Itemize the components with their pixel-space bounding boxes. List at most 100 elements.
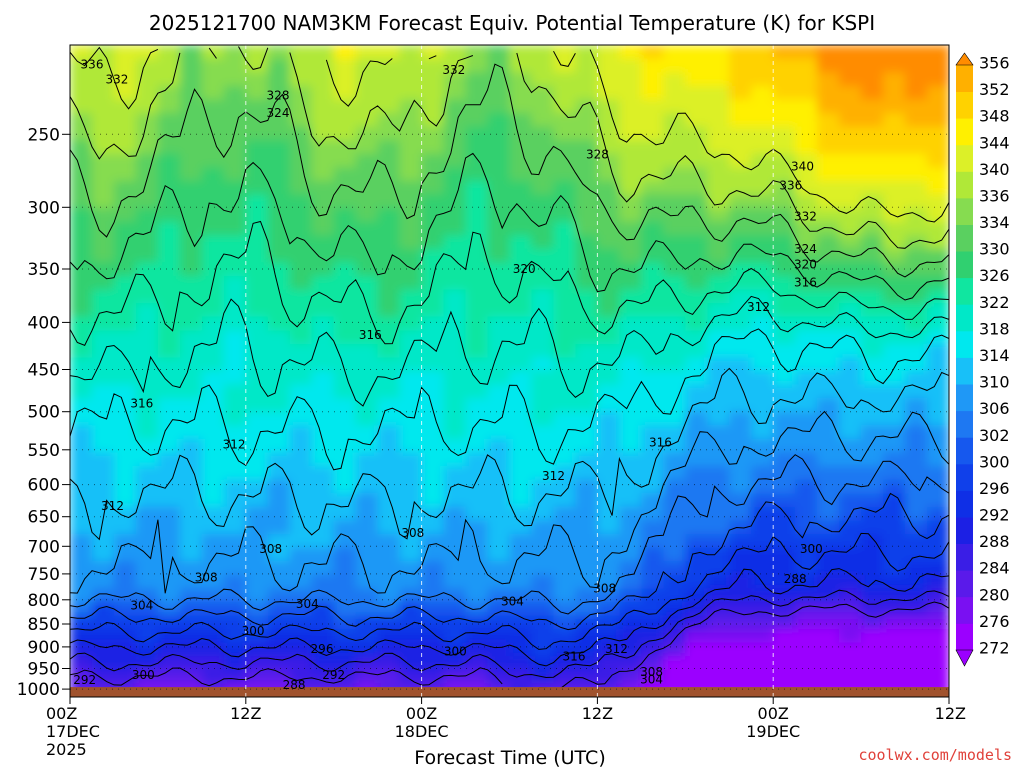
field-cell xyxy=(575,371,598,386)
field-cell xyxy=(377,438,401,454)
field-cell xyxy=(905,275,928,291)
field-cell xyxy=(883,438,906,454)
field-cell xyxy=(157,615,181,630)
field-cell xyxy=(729,425,752,440)
field-cell xyxy=(817,208,840,223)
field-cell xyxy=(114,248,137,263)
x-tick-label: 00Z xyxy=(758,704,789,723)
field-cell xyxy=(509,167,533,182)
field-cell xyxy=(597,262,620,277)
contour-label: 328 xyxy=(586,148,609,162)
field-cell xyxy=(179,303,203,318)
y-tick-label: 750 xyxy=(28,565,60,585)
field-cell xyxy=(707,167,730,182)
field-cell xyxy=(729,85,752,100)
field-cell xyxy=(927,126,949,141)
field-cell xyxy=(795,167,818,182)
field-cell xyxy=(927,629,949,644)
field-cell xyxy=(377,194,401,209)
field-cell xyxy=(509,58,533,73)
field-cell xyxy=(751,398,774,413)
field-cell xyxy=(751,547,774,562)
field-cell xyxy=(201,466,225,481)
field-cell xyxy=(92,248,115,263)
field-cell xyxy=(201,316,225,331)
field-cell xyxy=(619,656,642,671)
theta-e-field xyxy=(70,45,949,697)
field-cell xyxy=(817,601,840,617)
field-cell xyxy=(729,45,752,60)
field-cell xyxy=(355,248,379,263)
field-cell xyxy=(311,289,335,304)
field-cell xyxy=(114,112,137,128)
field-cell xyxy=(553,357,577,372)
field-cell xyxy=(641,316,664,331)
field-cell xyxy=(245,642,269,657)
field-cell xyxy=(114,466,137,481)
field-cell xyxy=(135,479,159,494)
field-cell xyxy=(817,534,840,549)
field-cell xyxy=(575,343,598,358)
field-cell xyxy=(487,262,511,277)
field-cell xyxy=(487,669,511,684)
field-cell xyxy=(597,520,620,535)
field-cell xyxy=(421,72,445,87)
field-cell xyxy=(399,167,423,182)
field-cell xyxy=(773,99,796,114)
field-cell xyxy=(861,574,884,589)
field-cell xyxy=(355,357,379,372)
field-cell xyxy=(707,493,730,508)
field-cell xyxy=(70,493,93,508)
field-cell xyxy=(927,561,949,576)
field-cell xyxy=(575,140,598,155)
field-cell xyxy=(267,588,291,603)
field-cell xyxy=(157,357,181,372)
field-cell xyxy=(729,262,752,277)
field-cell xyxy=(421,167,445,182)
field-cell xyxy=(355,561,379,576)
field-cell xyxy=(70,411,93,426)
field-cell xyxy=(597,506,620,521)
field-cell xyxy=(135,656,159,671)
field-cell xyxy=(377,357,401,372)
contour-label: 332 xyxy=(442,63,465,77)
field-cell xyxy=(245,479,269,494)
field-cell xyxy=(751,99,774,114)
colorbar-segment xyxy=(956,118,973,146)
field-cell xyxy=(70,99,93,114)
field-cell xyxy=(223,642,247,657)
field-cell xyxy=(509,371,533,386)
field-cell xyxy=(707,506,730,521)
field-cell xyxy=(421,262,445,277)
field-cell xyxy=(333,194,357,209)
field-cell xyxy=(531,99,555,114)
field-cell xyxy=(487,452,511,467)
field-cell xyxy=(729,466,752,481)
field-cell xyxy=(223,601,247,617)
colorbar-label: 272 xyxy=(979,639,1010,658)
field-cell xyxy=(707,574,730,589)
colorbar-segment xyxy=(956,171,973,199)
field-cell xyxy=(707,547,730,562)
field-cell xyxy=(751,167,774,182)
field-cell xyxy=(839,72,862,87)
field-cell xyxy=(465,615,489,630)
field-cell xyxy=(531,656,555,671)
field-cell xyxy=(267,153,291,168)
field-cell xyxy=(399,656,423,671)
field-cell xyxy=(597,371,620,386)
colorbar-segment xyxy=(956,384,973,412)
field-cell xyxy=(751,466,774,481)
field-cell xyxy=(245,208,269,223)
field-cell xyxy=(421,411,445,426)
field-cell xyxy=(245,221,269,236)
field-cell xyxy=(553,438,577,454)
field-cell xyxy=(641,615,664,630)
field-cell xyxy=(465,72,489,87)
field-cell xyxy=(267,330,291,345)
field-cell xyxy=(795,452,818,467)
field-cell xyxy=(685,208,708,223)
field-cell xyxy=(289,384,313,399)
field-cell xyxy=(157,656,181,671)
field-cell xyxy=(92,574,115,589)
